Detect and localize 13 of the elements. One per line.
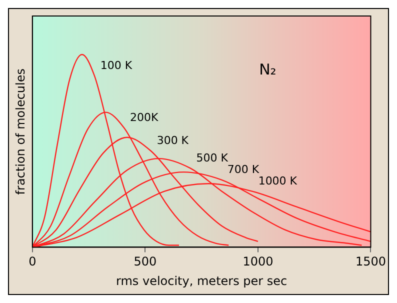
x-tick-label: 1500: [355, 254, 386, 269]
series-label: 1000 K: [258, 174, 298, 188]
x-tick-label: 1000: [242, 254, 274, 269]
series-label: 200K: [130, 111, 159, 124]
annotation: N₂: [259, 60, 276, 78]
y-axis-title: fraction of molecules: [13, 68, 28, 195]
series-label: 100 K: [100, 59, 133, 72]
series-label: 500 K: [196, 152, 229, 165]
x-tick-label: 500: [134, 254, 157, 269]
x-tick-label: 0: [28, 254, 36, 269]
series-label: 700 K: [227, 163, 260, 176]
series-label: 300 K: [156, 134, 190, 148]
x-axis-title: rms velocity, meters per sec: [116, 274, 288, 288]
